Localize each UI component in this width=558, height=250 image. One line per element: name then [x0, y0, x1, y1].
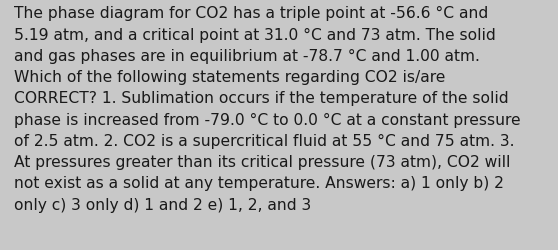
Text: The phase diagram for CO2 has a triple point at -56.6 °C and
5.19 atm, and a cri: The phase diagram for CO2 has a triple p…	[14, 6, 521, 212]
